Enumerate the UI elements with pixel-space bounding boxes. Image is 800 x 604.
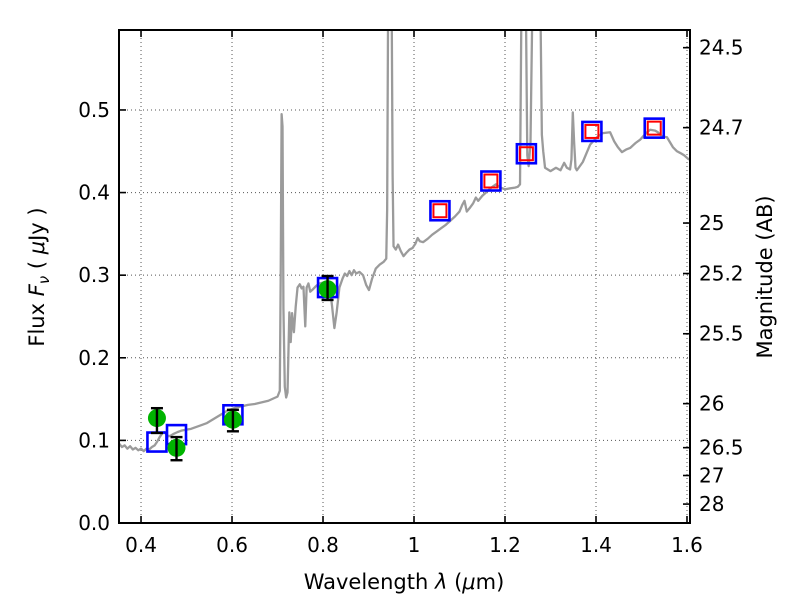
plot-frame [118, 29, 691, 524]
y-tick-label-right: 25.5 [699, 322, 744, 346]
blue-square-marker [429, 199, 451, 222]
blue-square-marker [515, 142, 538, 165]
y-tick-label-left: 0.2 [78, 346, 110, 370]
grid-layer [119, 30, 690, 524]
axes-layer: 0.4 0.6 0.8 1 1.2 1.4 1.6 0.0 0.1 0.2 0.3 0.4 0.5 24.… [78, 29, 744, 557]
y-tick-label-left: 0.3 [78, 263, 110, 287]
y-tick-label-right: 25.2 [699, 262, 744, 286]
red-square-marker [518, 146, 534, 162]
y-tick-label-right: 24.7 [699, 116, 744, 140]
x-tick-label: 1.4 [580, 533, 612, 557]
x-tick-label: 0.6 [216, 533, 248, 557]
blue-square-marker [480, 170, 502, 192]
x-axis-label: Wavelength λ (μm) [304, 570, 505, 594]
y-tick-label-left: 0.5 [78, 98, 110, 122]
marker-layer [146, 117, 666, 462]
data-layer [119, 30, 690, 453]
model-spectrum-line [119, 30, 690, 453]
y-tick-label-right: 28 [699, 492, 724, 516]
label-layer: Wavelength λ (μm) Flux Fν ( μJy ) Magnit… [25, 195, 777, 594]
x-tick-label: 1 [408, 533, 421, 557]
x-tick-label: 1.6 [671, 533, 703, 557]
y-tick-label-right: 25 [699, 211, 724, 235]
y-tick-label-left: 0.1 [78, 428, 110, 452]
y-tick-label-right: 26.5 [699, 436, 744, 460]
y-tick-label-right: 27 [699, 464, 724, 488]
y-tick-label-right: 24.5 [699, 36, 744, 60]
y-axis-label-magnitude: Magnitude (AB) [753, 195, 777, 358]
y-axis-label-flux: Flux Fν ( μJy ) [25, 207, 53, 346]
x-tick-label: 0.4 [125, 533, 157, 557]
y-tick-label-left: 0.0 [78, 511, 110, 535]
red-square-marker [483, 173, 499, 189]
x-tick-label: 1.2 [489, 533, 521, 557]
y-tick-label-left: 0.4 [78, 181, 110, 205]
y-tick-label-right: 26 [699, 392, 724, 416]
x-tick-label: 0.8 [307, 533, 339, 557]
red-square-marker [432, 203, 448, 219]
blue-square-marker [643, 117, 666, 139]
red-square-marker [584, 123, 600, 139]
red-square-marker [646, 120, 662, 136]
blue-square-marker [581, 120, 603, 143]
